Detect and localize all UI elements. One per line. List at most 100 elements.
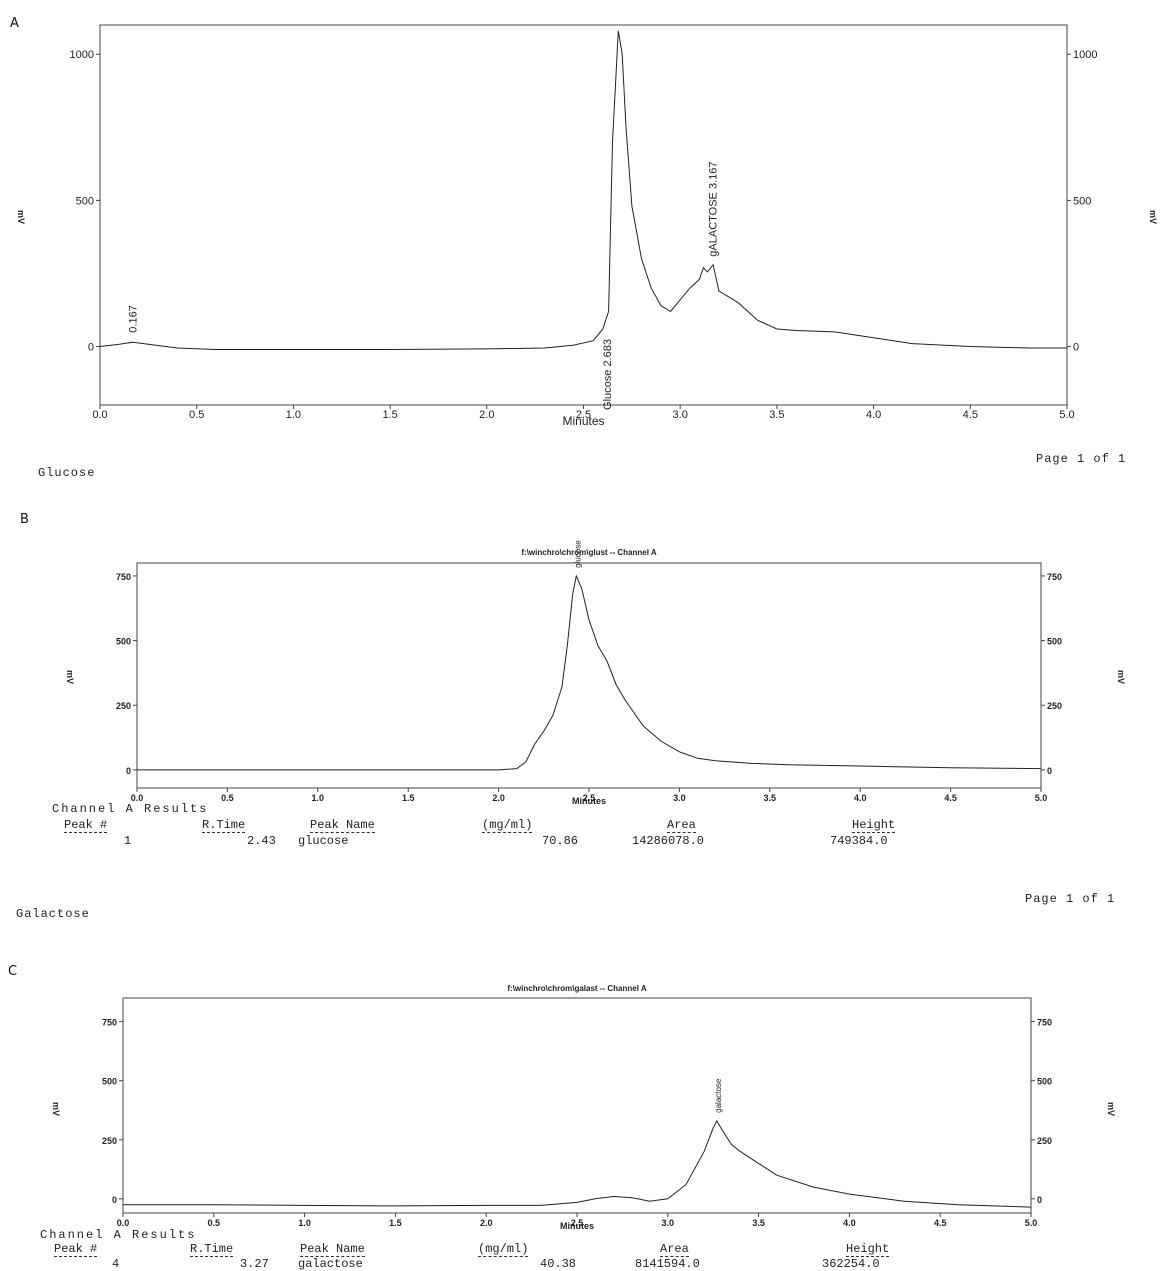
chart-b-y-tick-label: 250 [116, 701, 131, 711]
results-header-conc: (mg/ml) [482, 818, 533, 833]
chart-b-x-axis-label: Minutes [572, 796, 606, 806]
chart-c-x-tick-label: 5.0 [1025, 1218, 1038, 1228]
chart-a-x-tick-label: 3.5 [769, 409, 784, 421]
chart-b-x-tick-label: 2.5 [583, 793, 596, 803]
chart-c-x-tick-label: 3.0 [662, 1218, 675, 1228]
chart-a-y-axis-label: mV [16, 210, 26, 224]
chart-b-x-tick-label: 1.0 [312, 793, 325, 803]
chart-a-y-tick-label: 500 [76, 195, 94, 207]
results-title: Channel A Results [40, 1228, 197, 1242]
results-header-rtime: R.Time [202, 818, 246, 833]
chart-b-x-tick-label: 3.5 [764, 793, 777, 803]
chart-c-y-tick-label: 750 [102, 1018, 117, 1028]
chart-b-trace-line [137, 574, 1042, 771]
chart-c-peak-label: galactose [714, 1078, 723, 1113]
chart-a-x-tick-label: 3.0 [673, 409, 688, 421]
results-header-name: Peak Name [300, 1242, 365, 1257]
panel-label-a: A [10, 16, 19, 31]
chart-a-y-tick-label: 1000 [70, 49, 94, 61]
chart-b-peak-label: glucose [573, 540, 582, 568]
results-header-height: Height [852, 818, 896, 833]
chart-b-x-tick-label: 4.5 [944, 793, 957, 803]
chart-c-y-tick-label-right: 0 [1037, 1195, 1042, 1205]
chart-c-x-tick-label: 0.5 [208, 1218, 221, 1228]
chart-a-peak-label: 0.167 [127, 305, 139, 333]
chart-b-x-tick-label: 0.0 [131, 793, 144, 803]
results-title: Channel A Results [52, 802, 209, 816]
chart-c-plot-frame [122, 997, 1032, 1214]
chart-a-x-tick-label: 0.5 [189, 409, 204, 421]
chart-c-x-tick-label: 4.5 [934, 1218, 947, 1228]
chart-a-x-tick-label: 1.5 [382, 409, 397, 421]
chart-b-y-tick-label: 0 [126, 766, 131, 776]
chart-a-x-tick-label: 1.0 [286, 409, 301, 421]
chart-b-y-axis-label: mV [65, 670, 75, 684]
results-cell-height: 749384.0 [830, 834, 888, 848]
results-cell-peak: 4 [112, 1257, 120, 1271]
chart-b-y-tick-label-right: 750 [1047, 572, 1062, 582]
chart-c-x-tick-label: 3.5 [752, 1218, 765, 1228]
chart-a-x-tick-label: 2.0 [479, 409, 494, 421]
results-cell-area: 8141594.0 [635, 1257, 700, 1271]
results-header-conc: (mg/ml) [478, 1242, 529, 1257]
results-cell-peak: 1 [124, 834, 132, 848]
chart-c-y-tick-label: 250 [102, 1136, 117, 1146]
results-cell-conc: 40.38 [540, 1257, 577, 1271]
panel-label-b: B [20, 512, 29, 527]
chart-a-x-axis-label: Minutes [562, 414, 604, 428]
chart-c-y-tick-label-right: 500 [1037, 1077, 1052, 1087]
chart-a-trace-line [99, 30, 1067, 350]
footer-right-b: Page 1 of 1 [1025, 892, 1116, 906]
footer-left-a: Glucose [38, 466, 96, 480]
results-header-area: Area [667, 818, 696, 833]
chart-b-x-tick-label: 3.0 [673, 793, 686, 803]
chart-b-x-tick-label: 4.0 [854, 793, 867, 803]
chart-c-x-tick-label: 1.5 [389, 1218, 402, 1228]
chart-b-x-tick-label: 0.5 [221, 793, 234, 803]
chart-a-peak-label: Glucose 2.683 [602, 339, 614, 410]
results-cell-area: 14286078.0 [632, 834, 705, 848]
chart-b-title: f:\winchro\chrom\glust -- Channel A [521, 548, 656, 557]
chart-a-y-tick-label-right: 1000 [1073, 49, 1097, 61]
results-table-b: Channel A Results Peak # R.Time Peak Nam… [52, 802, 1052, 852]
chart-c-x-tick-label: 0.0 [117, 1218, 130, 1228]
chart-c-y-tick-label-right: 250 [1037, 1136, 1052, 1146]
chart-b-y-axis-label-right: mV [1116, 670, 1126, 684]
chart-a-x-tick-label: 4.0 [866, 409, 881, 421]
results-cell-height: 362254.0 [822, 1257, 880, 1271]
chart-c-x-tick-label: 2.0 [480, 1218, 493, 1228]
chart-b-x-tick-label: 1.5 [402, 793, 415, 803]
results-cell-name: galactose [298, 1257, 363, 1271]
results-header-rtime: R.Time [190, 1242, 234, 1257]
results-cell-rtime: 3.27 [240, 1257, 269, 1271]
chart-a-y-tick-label: 0 [88, 342, 94, 354]
results-header-peak: Peak # [64, 818, 108, 833]
results-header-area: Area [660, 1242, 689, 1257]
results-header-peak: Peak # [54, 1242, 98, 1257]
chart-a-y-tick-label-right: 500 [1073, 195, 1091, 207]
chart-c-x-tick-label: 2.5 [571, 1218, 584, 1228]
results-cell-conc: 70.86 [542, 834, 579, 848]
footer-left-b: Galactose [16, 907, 90, 921]
chart-c-x-tick-label: 4.0 [843, 1218, 856, 1228]
chart-a-x-tick-label: 4.5 [963, 409, 978, 421]
chart-b-y-tick-label: 500 [116, 637, 131, 647]
chart-b-y-tick-label-right: 500 [1047, 637, 1062, 647]
results-table-c: Channel A Results Peak # R.Time Peak Nam… [40, 1228, 1040, 1271]
panel-label-c: C [8, 964, 18, 979]
chart-b-x-tick-label: 5.0 [1035, 793, 1048, 803]
chart-c-y-tick-label: 0 [112, 1195, 117, 1205]
chart-b-y-tick-label-right: 250 [1047, 701, 1062, 711]
chart-b-plot-frame [136, 562, 1042, 789]
chart-c-x-axis-label: Minutes [560, 1221, 594, 1231]
footer-right-a: Page 1 of 1 [1036, 452, 1127, 466]
chart-b-y-tick-label-right: 0 [1047, 766, 1052, 776]
chart-a-x-tick-label: 0.0 [92, 409, 107, 421]
chart-c-y-axis-label-right: mV [1106, 1102, 1116, 1116]
chart-c-y-tick-label: 500 [102, 1077, 117, 1087]
chart-c-y-axis-label: mV [51, 1102, 61, 1116]
chart-a-x-tick-label: 2.5 [576, 409, 591, 421]
results-cell-name: glucose [298, 834, 349, 848]
chart-a-y-axis-label-right: mV [1148, 210, 1158, 224]
